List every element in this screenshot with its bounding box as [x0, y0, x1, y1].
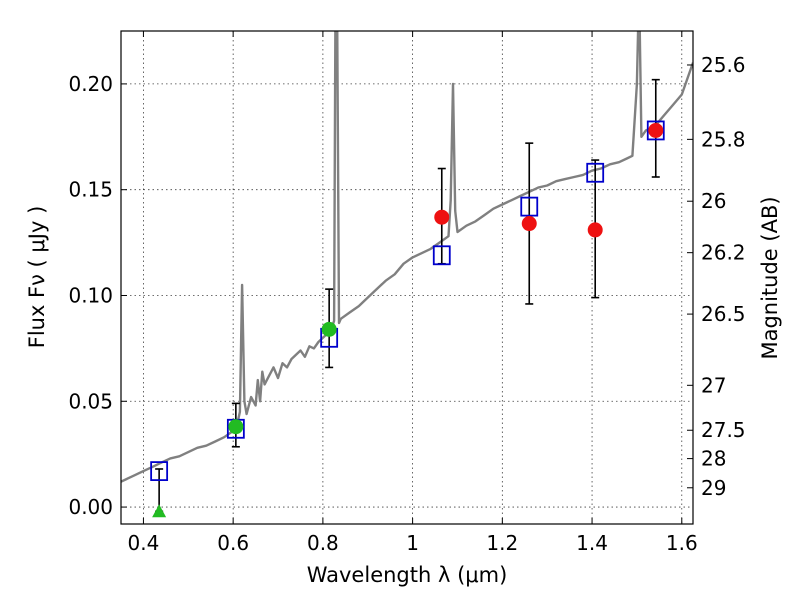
x-tick-label: 0.6	[217, 531, 249, 555]
right-y-axis-label: Magnitude (AB)	[758, 196, 782, 359]
plot-area	[121, 31, 693, 518]
x-tick-label: 1.4	[576, 531, 608, 555]
grid	[121, 31, 693, 524]
model-photometry-point	[646, 120, 665, 141]
y-tick-label: 0.10	[68, 283, 113, 307]
nir-photometry-point	[434, 209, 450, 225]
mag-tick-label: 29	[701, 476, 726, 500]
model-photometry-point	[432, 245, 451, 266]
x-tick-label: 1.6	[666, 531, 698, 555]
mag-tick-label: 25.8	[701, 127, 746, 151]
model-photometry-point	[520, 196, 539, 217]
x-tick-label: 1.2	[486, 531, 518, 555]
x-tick-label: 0.4	[128, 531, 160, 555]
y-axis-label: Flux Fν ( μJy )	[25, 206, 49, 349]
y-tick-label: 0.00	[68, 495, 113, 519]
nir-photometry-point	[648, 122, 664, 138]
optical-photometry-point	[228, 419, 244, 435]
y-tick-label: 0.15	[68, 178, 113, 202]
model-spectrum-line	[121, 31, 693, 483]
nir-photometry-point	[587, 222, 603, 238]
mag-tick-label: 26	[701, 189, 726, 213]
axes-ticks: 0.4 0.6 0.8 1 1.2 1.4 1.6 0.00 0.05 0.10 0.15 0.20 2…	[68, 31, 746, 555]
y-tick-label: 0.20	[68, 72, 113, 96]
mag-tick-label: 27	[701, 373, 726, 397]
mag-tick-label: 26.5	[701, 302, 746, 326]
model-photometry-point	[150, 461, 169, 482]
nir-photometry-point	[521, 216, 537, 232]
x-tick-label: 0.8	[307, 531, 339, 555]
mag-tick-label: 25.6	[701, 53, 746, 77]
mag-tick-label: 27.5	[701, 418, 746, 442]
x-tick-label: 1	[406, 531, 419, 555]
x-axis-label: Wavelength λ (μm)	[307, 563, 508, 587]
model-photometry-point	[586, 162, 605, 183]
upper-limit-point	[152, 504, 167, 518]
plot-frame	[120, 30, 694, 525]
mag-tick-label: 26.2	[701, 241, 746, 265]
y-tick-label: 0.05	[68, 389, 113, 413]
optical-photometry-point	[321, 321, 337, 337]
mag-tick-label: 28	[701, 447, 726, 471]
